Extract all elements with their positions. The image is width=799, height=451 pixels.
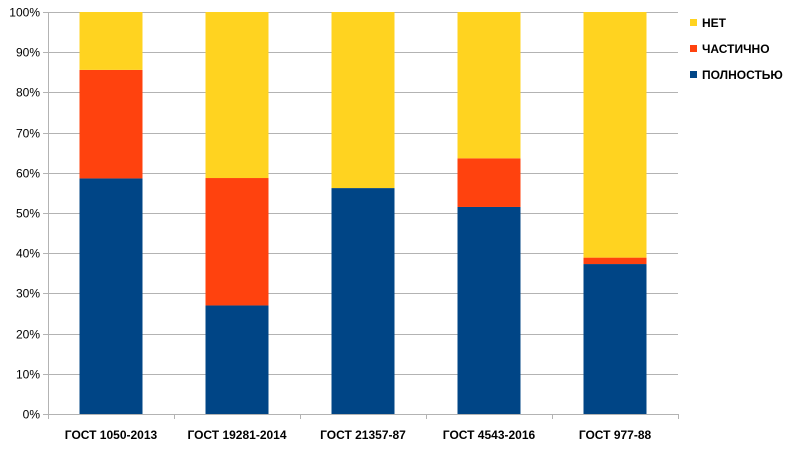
legend-swatch	[690, 71, 697, 78]
y-tick-label: 0%	[23, 408, 41, 422]
bar-segment-0-0	[79, 178, 143, 414]
x-category-label: ГОСТ 1050-2013	[65, 428, 158, 442]
y-tick-label: 50%	[16, 207, 40, 221]
y-tick-label: 90%	[16, 46, 40, 60]
x-category-label: ГОСТ 21357-87	[320, 428, 406, 442]
y-tick-label: 70%	[16, 127, 40, 141]
y-tick-label: 60%	[16, 167, 40, 181]
x-category-label: ГОСТ 19281-2014	[187, 428, 286, 442]
bar-segment-2-0	[79, 12, 143, 70]
y-tick-label: 80%	[16, 86, 40, 100]
legend-label: НЕТ	[702, 16, 727, 30]
legend-swatch	[690, 45, 697, 52]
bar-segment-1-1	[205, 178, 269, 306]
bar-segment-0-2	[331, 188, 395, 414]
bar-segment-1-3	[457, 158, 521, 207]
bar-segment-0-4	[583, 264, 647, 414]
y-tick-label: 30%	[16, 287, 40, 301]
bar-segment-0-3	[457, 206, 521, 414]
y-tick-label: 10%	[16, 368, 40, 382]
y-tick-label: 40%	[16, 247, 40, 261]
bar-segment-0-1	[205, 305, 269, 414]
bars	[79, 12, 647, 414]
bar-segment-2-2	[331, 12, 395, 189]
legend: НЕТ ЧАСТИЧНО ПОЛНОСТЬЮ	[690, 16, 783, 82]
y-tick-label: 20%	[16, 328, 40, 342]
x-category-label: ГОСТ 977-88	[579, 428, 652, 442]
bar-segment-2-1	[205, 12, 269, 179]
legend-label: ЧАСТИЧНО	[702, 42, 770, 56]
bar-segment-2-3	[457, 12, 521, 159]
axes: 0% 10% 20% 30% 40% 50% 60% 70% 80% 90% 100% ГОСТ 10…	[9, 6, 679, 442]
x-category-label: ГОСТ 4543-2016	[443, 428, 536, 442]
bar-segment-1-4	[583, 257, 647, 265]
bar-segment-1-0	[79, 69, 143, 179]
y-tick-label: 100%	[9, 6, 40, 20]
bar-segment-2-4	[583, 12, 647, 258]
legend-label: ПОЛНОСТЬЮ	[702, 68, 783, 82]
legend-swatch	[690, 19, 697, 26]
